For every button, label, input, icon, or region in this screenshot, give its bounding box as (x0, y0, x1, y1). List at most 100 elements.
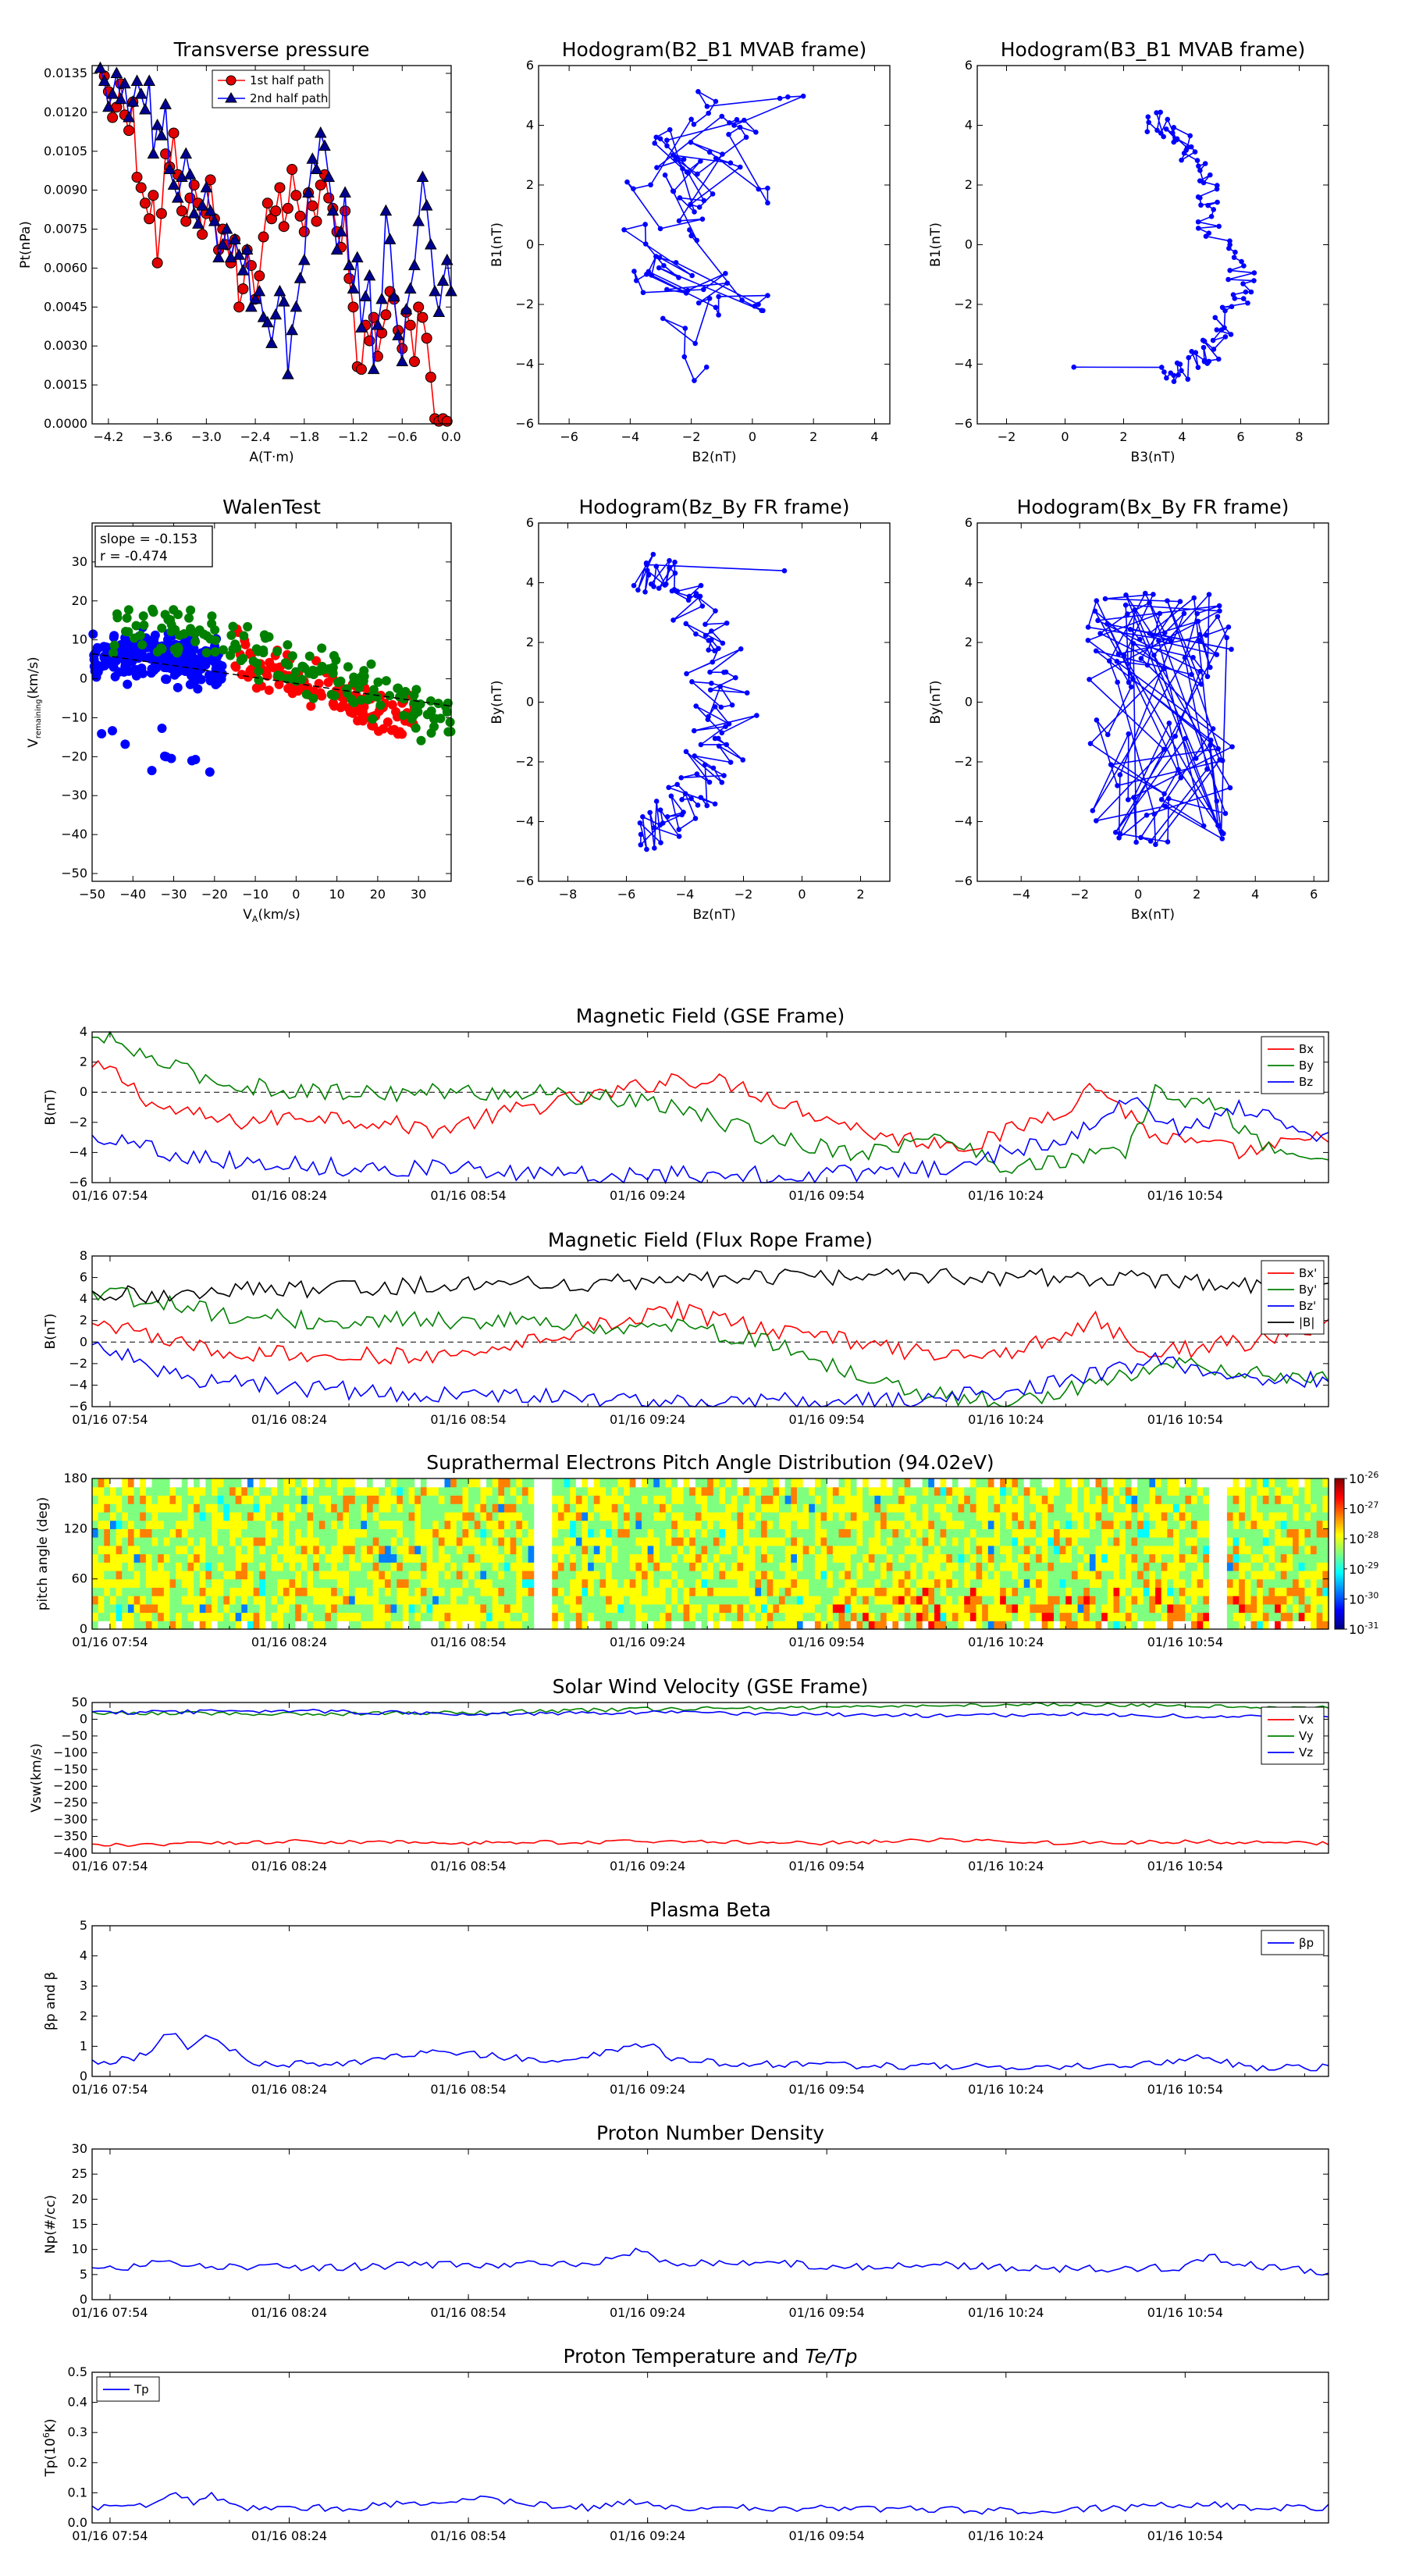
hodogram-point (1216, 603, 1222, 609)
heatmap-cell (247, 1511, 254, 1521)
heatmap-cell (868, 1612, 876, 1621)
scatter-point (323, 678, 333, 688)
heatmap-cell (964, 1511, 971, 1521)
heatmap-cell (796, 1478, 804, 1488)
hodogram-point (695, 88, 701, 94)
data-point (147, 147, 160, 159)
heatmap-cell (1107, 1495, 1115, 1504)
heatmap-cell (1113, 1596, 1120, 1605)
hodogram-point (713, 608, 718, 614)
hodogram-point (1161, 630, 1168, 636)
heatmap-cell (1161, 1621, 1168, 1630)
heatmap-cell (109, 1537, 117, 1546)
heatmap-cell (898, 1478, 905, 1488)
heatmap-cell (1036, 1545, 1043, 1555)
heatmap-cell (647, 1570, 654, 1580)
heatmap-cell (176, 1612, 183, 1621)
heatmap-cell (773, 1570, 780, 1580)
heatmap-cell (731, 1612, 738, 1621)
scatter-point (308, 693, 318, 703)
heatmap-cell (354, 1528, 361, 1538)
heatmap-cell (247, 1578, 254, 1588)
heatmap-cell (426, 1603, 433, 1614)
hodogram-point (651, 825, 657, 831)
heatmap-cell (271, 1570, 278, 1580)
heatmap-cell (863, 1495, 870, 1504)
heatmap-cell (934, 1486, 941, 1496)
heatmap-cell (516, 1503, 523, 1513)
x-tick-label: −3.6 (142, 429, 173, 444)
heatmap-cell (713, 1511, 720, 1521)
heatmap-cell (916, 1528, 923, 1538)
heatmap-cell (462, 1612, 469, 1621)
heatmap-cell (1030, 1537, 1037, 1546)
heatmap-cell (229, 1578, 237, 1588)
heatmap-cell (743, 1511, 750, 1521)
heatmap-cell (528, 1570, 535, 1580)
heatmap-cell (163, 1511, 171, 1521)
heatmap-cell (1191, 1587, 1198, 1596)
heatmap-cell (898, 1503, 905, 1513)
heatmap-cell (140, 1545, 147, 1555)
heatmap-cell (1155, 1612, 1162, 1621)
heatmap-cell (349, 1503, 356, 1513)
heatmap-cell (212, 1562, 219, 1571)
heatmap-cell (588, 1478, 595, 1488)
heatmap-cell (241, 1495, 248, 1504)
heatmap-cell (140, 1537, 147, 1546)
heatmap-cell (1077, 1545, 1084, 1555)
heatmap-cell (1023, 1486, 1030, 1496)
heatmap-cell (212, 1612, 219, 1621)
heatmap-cell (98, 1537, 105, 1546)
heatmap-cell (253, 1621, 260, 1630)
heatmap-cell (1030, 1587, 1037, 1596)
heatmap-cell (1005, 1545, 1013, 1555)
heatmap-cell (1167, 1587, 1174, 1596)
heatmap-cell (880, 1486, 887, 1496)
heatmap-cell (521, 1545, 529, 1555)
heatmap-cell (176, 1570, 183, 1580)
heatmap-cell (420, 1596, 428, 1605)
heatmap-cell (1173, 1553, 1180, 1563)
heatmap-cell (313, 1520, 320, 1529)
x-tick-label: −2.4 (240, 429, 271, 444)
heatmap-cell (796, 1528, 804, 1538)
heatmap-cell (140, 1495, 147, 1504)
heatmap-cell (564, 1562, 571, 1571)
heatmap-cell (1101, 1478, 1108, 1488)
x-tick-label: −50 (79, 887, 105, 902)
heatmap-cell (969, 1503, 977, 1513)
hodogram-point (685, 287, 691, 294)
heatmap-cell (624, 1621, 631, 1630)
heatmap-cell (259, 1587, 266, 1596)
heatmap-cell (1077, 1621, 1084, 1630)
heatmap-cell (653, 1553, 660, 1563)
heatmap-cell (176, 1528, 183, 1538)
hodogram-point (716, 294, 721, 300)
heatmap-cell (868, 1537, 876, 1546)
heatmap-cell (379, 1612, 386, 1621)
heatmap-cell (820, 1545, 827, 1555)
heatmap-cell (397, 1570, 404, 1580)
scatter-point (232, 643, 242, 653)
heatmap-cell (181, 1587, 189, 1596)
heatmap-cell (516, 1570, 523, 1580)
heatmap-cell (802, 1596, 809, 1605)
heatmap-cell (1018, 1553, 1025, 1563)
hodogram-point (726, 131, 731, 137)
heatmap-cell (898, 1587, 905, 1596)
scatter-point (373, 677, 383, 687)
heatmap-cell (1018, 1511, 1025, 1521)
heatmap-cell (122, 1562, 129, 1571)
heatmap-cell (1203, 1596, 1210, 1605)
hodogram-point (648, 182, 653, 188)
heatmap-cell (827, 1520, 834, 1529)
heatmap-cell (761, 1486, 768, 1496)
y-tick-label: −10 (61, 710, 87, 724)
heatmap-cell (916, 1545, 923, 1555)
hodogram-point (692, 340, 699, 347)
x-tick-label: 8 (1295, 429, 1303, 444)
heatmap-cell (307, 1603, 314, 1614)
heatmap-cell (1167, 1495, 1174, 1504)
heatmap-cell (575, 1612, 583, 1621)
